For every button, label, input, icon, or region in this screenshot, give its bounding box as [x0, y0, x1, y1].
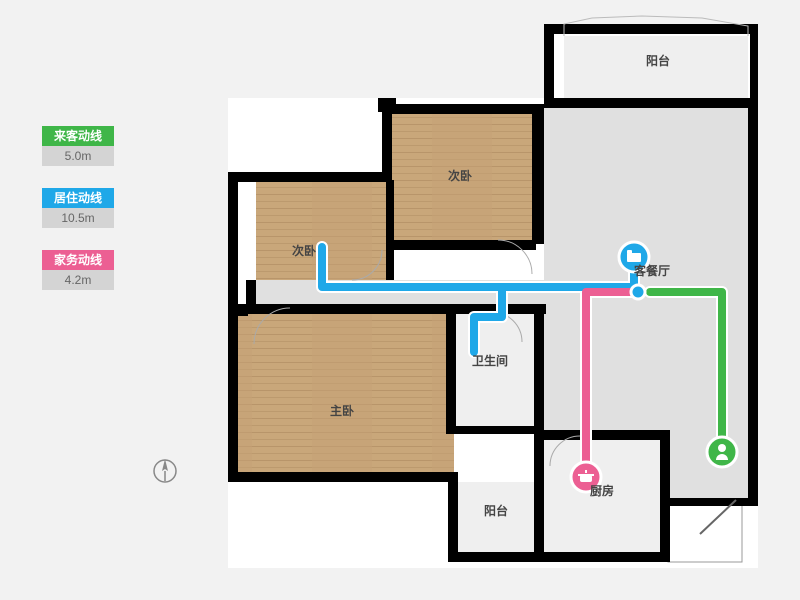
floor-bathroom: [454, 312, 536, 430]
compass-icon: [150, 456, 180, 486]
floor-util: [668, 502, 742, 562]
legend-label: 家务动线: [42, 250, 114, 270]
label-balcony-top: 阳台: [646, 53, 670, 68]
label-bedroom2a: 次卧: [448, 168, 472, 183]
legend-value: 4.2m: [42, 270, 114, 290]
legend-item-living: 居住动线 10.5m: [42, 188, 114, 228]
label-bedroom2b: 次卧: [292, 243, 316, 258]
legend-item-guest: 来客动线 5.0m: [42, 126, 114, 166]
floor-master: [236, 312, 454, 472]
legend-label: 来客动线: [42, 126, 114, 146]
legend-item-housework: 家务动线 4.2m: [42, 250, 114, 290]
label-bathroom: 卫生间: [472, 353, 508, 368]
legend: 来客动线 5.0m 居住动线 10.5m 家务动线 4.2m: [42, 126, 114, 312]
person-icon: [707, 437, 737, 467]
label-living: 客餐厅: [633, 263, 670, 278]
label-balcony-bot: 阳台: [484, 503, 508, 518]
label-master: 主卧: [330, 403, 354, 418]
legend-value: 5.0m: [42, 146, 114, 166]
node-converge: [631, 285, 645, 299]
legend-label: 居住动线: [42, 188, 114, 208]
floor-plan: 阳台 次卧 次卧 客餐厅 卫生间 主卧 厨房 阳台: [192, 12, 772, 588]
legend-value: 10.5m: [42, 208, 114, 228]
label-kitchen: 厨房: [590, 483, 614, 498]
